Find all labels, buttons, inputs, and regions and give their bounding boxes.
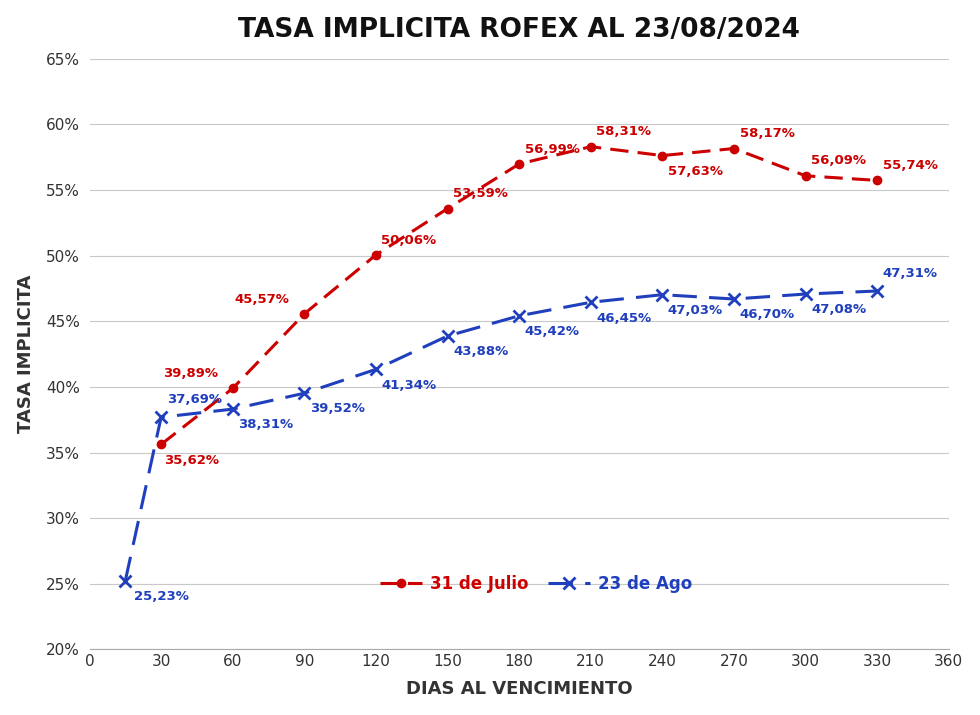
Text: 39,89%: 39,89%: [164, 367, 219, 380]
Text: 35,62%: 35,62%: [164, 453, 219, 467]
Text: 45,42%: 45,42%: [524, 325, 580, 338]
Text: 56,09%: 56,09%: [811, 154, 866, 167]
Text: 45,57%: 45,57%: [235, 292, 290, 305]
Text: 58,31%: 58,31%: [596, 125, 652, 138]
Text: 39,52%: 39,52%: [310, 403, 365, 415]
Text: 25,23%: 25,23%: [133, 590, 188, 603]
Y-axis label: TASA IMPLICITA: TASA IMPLICITA: [17, 275, 34, 433]
Legend: 31 de Julio, 23 de Ago: 31 de Julio, 23 de Ago: [373, 568, 700, 600]
Text: 53,59%: 53,59%: [453, 187, 508, 200]
Text: 46,45%: 46,45%: [596, 312, 652, 325]
Text: 55,74%: 55,74%: [883, 159, 938, 172]
Text: 41,34%: 41,34%: [381, 378, 437, 392]
X-axis label: DIAS AL VENCIMIENTO: DIAS AL VENCIMIENTO: [406, 681, 632, 699]
Text: 58,17%: 58,17%: [740, 127, 795, 140]
Text: 47,03%: 47,03%: [668, 304, 723, 317]
Text: 43,88%: 43,88%: [453, 345, 509, 358]
Text: 46,70%: 46,70%: [740, 308, 795, 321]
Text: 57,63%: 57,63%: [668, 165, 723, 178]
Text: 47,31%: 47,31%: [883, 267, 938, 280]
Text: 50,06%: 50,06%: [381, 234, 437, 247]
Text: 47,08%: 47,08%: [811, 303, 866, 316]
Text: 37,69%: 37,69%: [167, 393, 221, 406]
Text: 38,31%: 38,31%: [238, 418, 293, 431]
Text: 56,99%: 56,99%: [524, 143, 579, 156]
Title: TASA IMPLICITA ROFEX AL 23/08/2024: TASA IMPLICITA ROFEX AL 23/08/2024: [238, 16, 800, 43]
